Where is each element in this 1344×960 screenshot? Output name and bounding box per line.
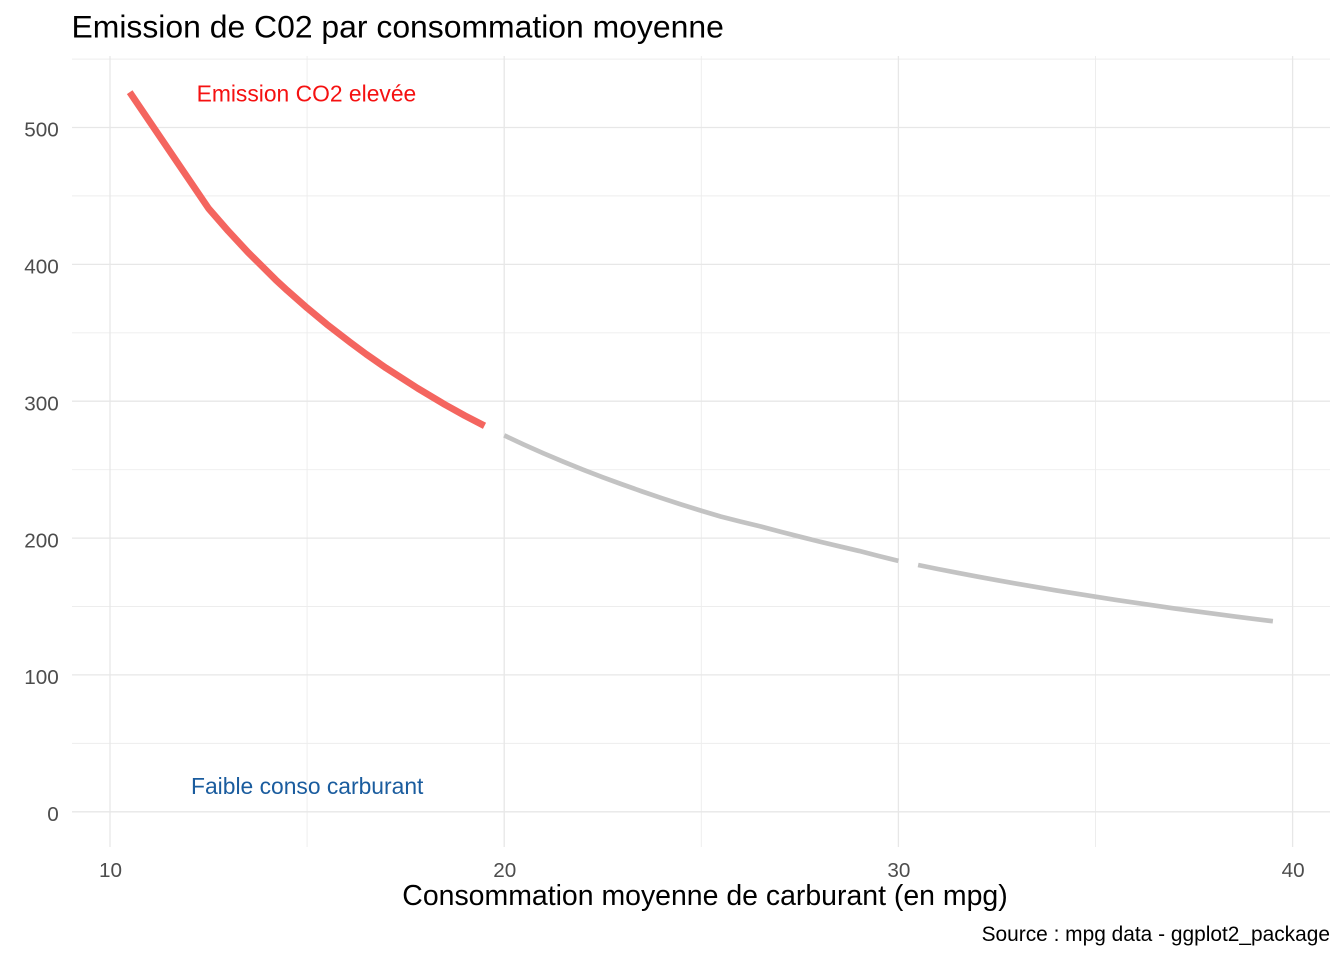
svg-text:100: 100 <box>24 666 59 689</box>
svg-text:Emission CO2 elevée: Emission CO2 elevée <box>197 80 417 106</box>
svg-text:400: 400 <box>24 256 59 279</box>
svg-text:0: 0 <box>47 803 59 826</box>
svg-text:30: 30 <box>887 859 910 882</box>
svg-text:500: 500 <box>24 119 59 142</box>
svg-text:40: 40 <box>1282 859 1305 882</box>
svg-text:Faible conso carburant: Faible conso carburant <box>191 773 424 799</box>
svg-text:20: 20 <box>493 859 516 882</box>
svg-text:200: 200 <box>24 529 59 552</box>
svg-text:10: 10 <box>99 859 122 882</box>
svg-text:Source : mpg data - ggplot2_pa: Source : mpg data - ggplot2_package <box>982 923 1330 946</box>
svg-text:300: 300 <box>24 392 59 415</box>
svg-text:Consommation moyenne de carbur: Consommation moyenne de carburant (en mp… <box>402 880 1007 912</box>
svg-text:Emission de C02 par consommati: Emission de C02 par consommation moyenne <box>72 9 724 45</box>
